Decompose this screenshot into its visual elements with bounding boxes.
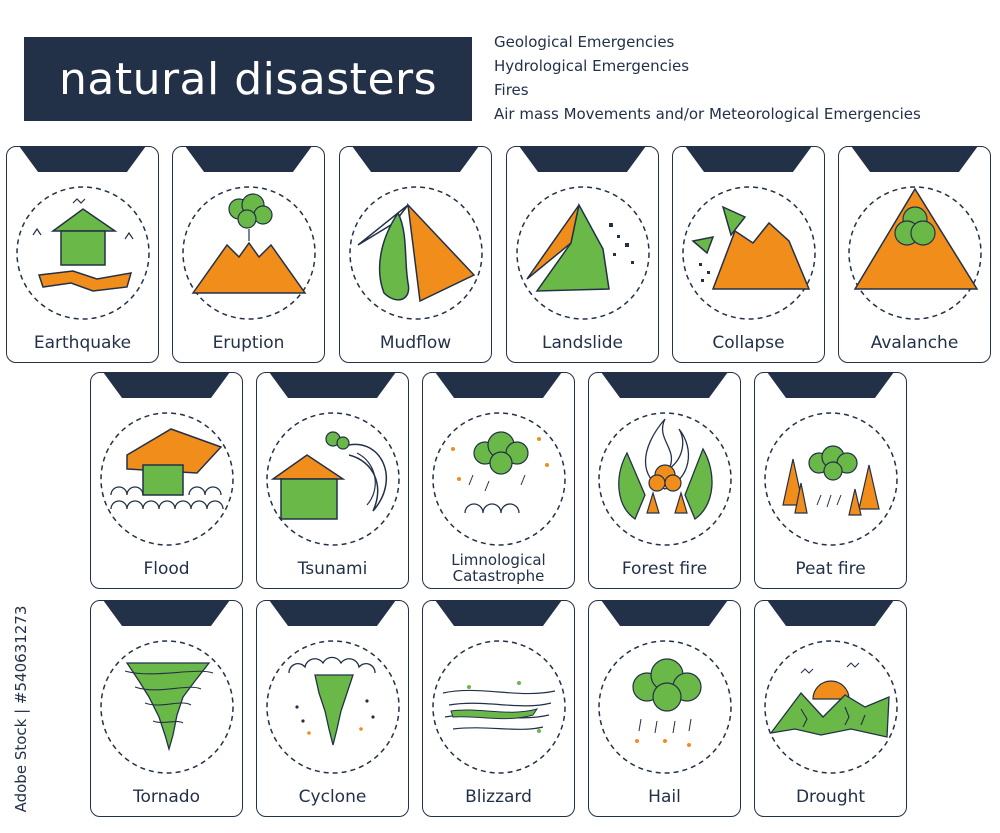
card-limnological: Limnological Catastrophe (422, 372, 575, 589)
card-label: Landslide (541, 333, 623, 353)
cyclone-icon (266, 640, 400, 774)
card-tab (767, 600, 894, 626)
card-label: Forest fire (621, 559, 708, 579)
card-label: Collapse (712, 333, 785, 353)
legend-item-meteorological: Air mass Movements and/or Meteorological… (494, 105, 921, 123)
volcano-icon (182, 186, 316, 320)
card-tab (601, 600, 728, 626)
card-drought: Drought (754, 600, 907, 817)
hail-icon (598, 640, 732, 774)
card-label: Peat fire (795, 559, 866, 579)
card-tab (103, 372, 230, 398)
card-tab (435, 372, 562, 398)
card-label: Flood (143, 559, 190, 579)
card-forest-fire: Forest fire (588, 372, 741, 589)
peat-fire-icon (764, 412, 898, 546)
card-tab (103, 600, 230, 626)
card-label: Drought (795, 787, 866, 807)
card-tab (767, 372, 894, 398)
card-label: Avalanche (870, 333, 959, 353)
card-tab (851, 146, 978, 172)
card-label: Hail (648, 787, 681, 807)
mudflow-icon (349, 186, 483, 320)
card-landslide: Landslide (506, 146, 659, 363)
drought-icon (764, 640, 898, 774)
card-tab (269, 372, 396, 398)
card-label: Blizzard (465, 787, 532, 807)
card-tab (519, 146, 646, 172)
tornado-icon (100, 640, 234, 774)
forest-fire-icon (598, 412, 732, 546)
card-mudflow: Mudflow (339, 146, 492, 363)
card-flood: Flood (90, 372, 243, 589)
blizzard-icon (432, 640, 566, 774)
card-tab (185, 146, 312, 172)
legend: Geological Emergencies Hydrological Emer… (494, 30, 921, 126)
card-label: Limnological Catastrophe (451, 551, 546, 585)
card-peat-fire: Peat fire (754, 372, 907, 589)
card-label: Tsunami (297, 559, 368, 579)
legend-item-fires: Fires (494, 81, 529, 99)
card-blizzard: Blizzard (422, 600, 575, 817)
card-tab (352, 146, 479, 172)
card-earthquake: Earthquake (6, 146, 159, 363)
card-label: Earthquake (33, 333, 132, 353)
legend-item-geological: Geological Emergencies (494, 33, 675, 51)
tsunami-icon (266, 412, 400, 546)
flood-icon (100, 412, 234, 546)
stock-credit: Adobe Stock | #540631273 (6, 600, 36, 830)
card-label: Tornado (133, 787, 200, 807)
card-collapse: Collapse (672, 146, 825, 363)
landslide-icon (516, 186, 650, 320)
card-tab (19, 146, 146, 172)
card-hail: Hail (588, 600, 741, 817)
avalanche-icon (848, 186, 982, 320)
card-tab (685, 146, 812, 172)
card-eruption: Eruption (172, 146, 325, 363)
stock-id-text: Adobe Stock | #540631273 (12, 605, 30, 813)
card-tab (435, 600, 562, 626)
card-tornado: Tornado (90, 600, 243, 817)
card-label: Eruption (212, 333, 285, 353)
card-tab (601, 372, 728, 398)
lake-storm-icon (432, 412, 566, 546)
card-cyclone: Cyclone (256, 600, 409, 817)
card-tsunami: Tsunami (256, 372, 409, 589)
legend-item-hydrological: Hydrological Emergencies (494, 57, 690, 75)
earthquake-icon (16, 186, 150, 320)
card-label: Cyclone (298, 787, 367, 807)
card-avalanche: Avalanche (838, 146, 991, 363)
rockfall-icon (682, 186, 816, 320)
page-title: natural disasters (58, 53, 438, 105)
title-banner: natural disasters (24, 37, 472, 121)
card-label: Mudflow (379, 333, 452, 353)
card-tab (269, 600, 396, 626)
